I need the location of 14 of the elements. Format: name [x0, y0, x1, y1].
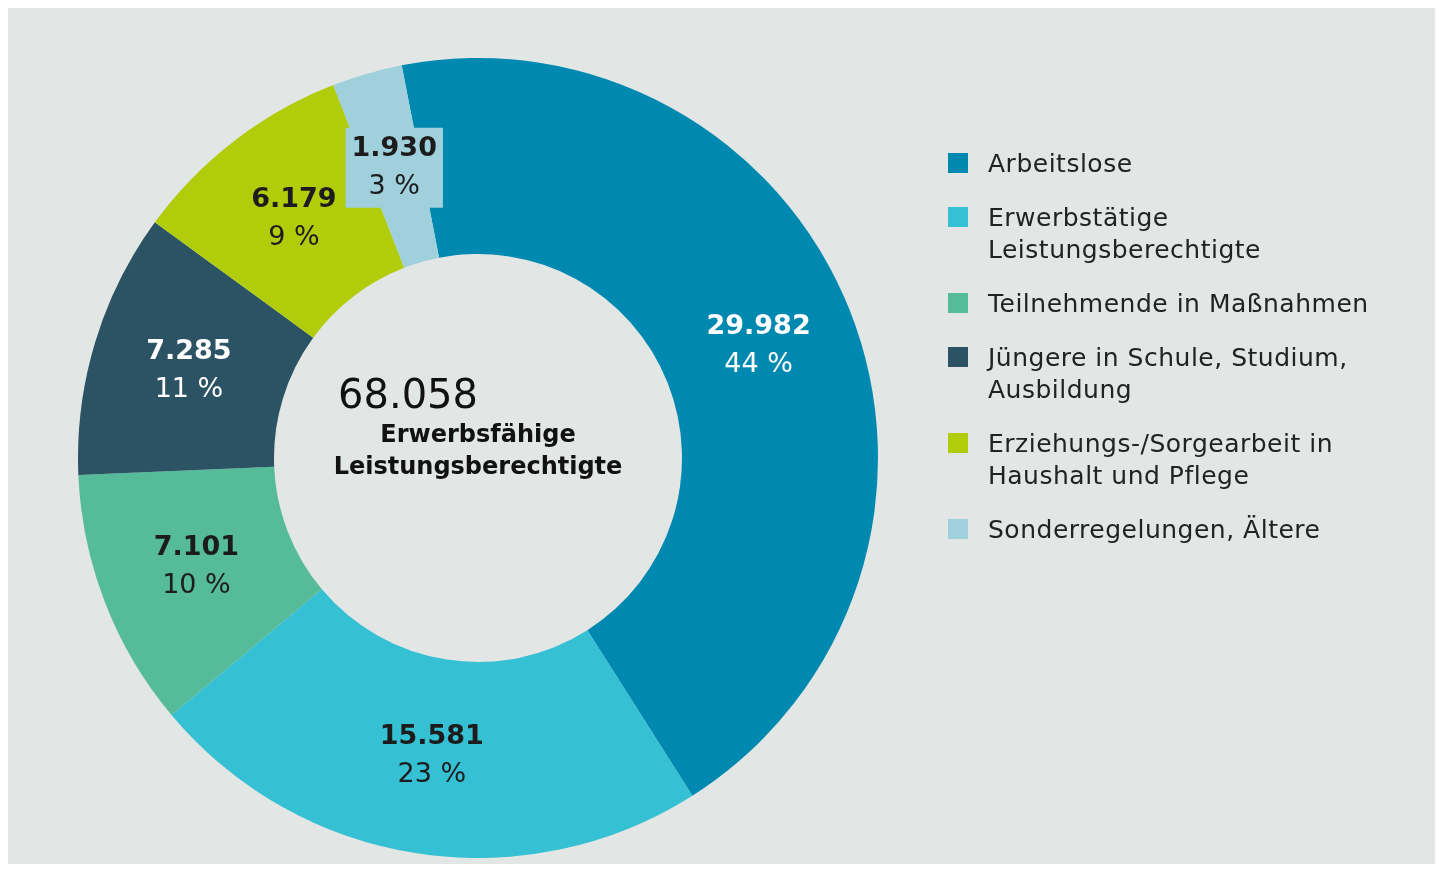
legend-label: Arbeitslose [988, 148, 1133, 180]
legend-label: Sonderregelungen, Ältere [988, 514, 1321, 546]
data-label: 7.101 10 % [153, 530, 240, 600]
legend-label: Jüngere in Schule, Studium, Ausbildung [988, 342, 1349, 406]
text: Erwerbsfähige Leistungsberechtigte [333, 420, 623, 481]
text: 68.058 [338, 371, 478, 418]
legend-label: Erwerbstätige Leistungsberechtigte [988, 202, 1262, 266]
data-label: 15.581 23 % [379, 719, 484, 789]
data-label: 7.285 11 % [146, 333, 232, 403]
data-label: 1.930 3 % [351, 130, 437, 200]
data-label: 29.982 44 % [706, 309, 811, 379]
legend-label: Erziehungs-/Sorgearbeit in Haushalt und Pflege [988, 428, 1334, 492]
legend-label: Teilnehmende in Maßnahmen [988, 288, 1369, 320]
data-label: 6.179 9 % [251, 181, 337, 251]
